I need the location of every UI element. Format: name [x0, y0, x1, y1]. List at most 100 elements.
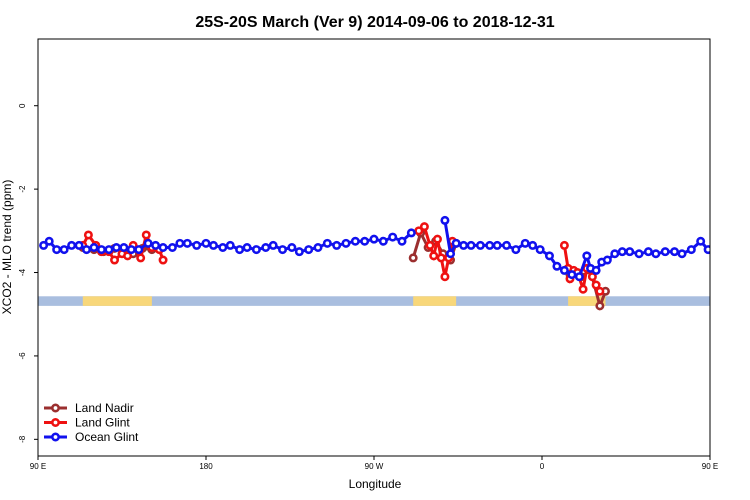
data-point — [419, 222, 429, 232]
data-point — [582, 251, 592, 261]
data-point — [225, 240, 235, 250]
data-point — [686, 245, 696, 255]
data-point — [313, 243, 323, 253]
data-point — [602, 255, 612, 265]
data-point — [52, 245, 62, 255]
data-point — [341, 238, 351, 248]
data-point — [651, 249, 661, 259]
data-point — [388, 232, 398, 242]
data-point — [429, 251, 439, 261]
data-point — [158, 243, 168, 253]
x-axis-ticks: 90 E 180 90 W 0 90 E — [30, 456, 718, 471]
land-strip-segment — [732, 296, 750, 306]
data-point — [451, 238, 461, 248]
data-point — [595, 286, 605, 296]
data-point — [378, 236, 388, 246]
data-point — [235, 245, 245, 255]
land-strip-segment — [568, 296, 606, 306]
data-point — [432, 234, 442, 244]
data-point — [350, 236, 360, 246]
data-point — [559, 265, 569, 275]
data-point — [746, 244, 750, 250]
data-point — [242, 243, 252, 253]
data-point — [520, 238, 530, 248]
data-point — [677, 249, 687, 259]
data-point — [294, 247, 304, 257]
data-point — [369, 234, 379, 244]
series-line — [734, 248, 750, 256]
land-ocean-strip — [38, 296, 750, 306]
data-point — [134, 245, 144, 255]
data-point — [119, 243, 129, 253]
y-tick-label: -6 — [18, 352, 27, 360]
legend-label: Land Glint — [75, 416, 130, 430]
data-point — [727, 246, 733, 252]
data-point — [143, 238, 153, 248]
legend-item: Ocean Glint — [44, 430, 139, 444]
data-point — [268, 240, 278, 250]
data-point — [578, 284, 588, 294]
data-point — [574, 272, 584, 282]
chart-title: 25S-20S March (Ver 9) 2014-09-06 to 2018… — [195, 14, 554, 31]
data-point — [528, 240, 538, 250]
data-point — [485, 240, 495, 250]
data-point — [425, 240, 435, 250]
series-line — [734, 235, 750, 260]
data-point — [591, 280, 601, 290]
data-point — [151, 240, 161, 250]
y-axis-ticks: 0 -2 -4 -6 -8 — [18, 103, 38, 443]
data-point — [141, 230, 151, 240]
data-point — [552, 261, 562, 271]
data-point — [587, 272, 597, 282]
data-point — [670, 247, 680, 257]
data-point — [502, 240, 512, 250]
data-point — [287, 243, 297, 253]
data-point — [696, 236, 706, 246]
data-point — [158, 255, 168, 265]
x-tick-label: 90 E — [30, 462, 46, 471]
y-tick-label: 0 — [18, 103, 27, 108]
data-point — [591, 265, 601, 275]
y-axis-label: XCO2 - MLO trend (ppm) — [0, 180, 14, 315]
data-point — [175, 238, 185, 248]
ocean-strip — [38, 296, 710, 306]
data-point — [511, 245, 521, 255]
data-point — [731, 244, 737, 250]
data-point — [414, 226, 424, 236]
x-tick-label: 90 E — [702, 462, 718, 471]
legend-marker — [50, 417, 60, 427]
data-point — [261, 243, 271, 253]
data-point — [440, 215, 450, 225]
data-point — [126, 245, 136, 255]
data-point — [167, 243, 177, 253]
data-point — [459, 240, 469, 250]
data-point — [182, 238, 192, 248]
data-point — [322, 238, 332, 248]
data-point — [74, 240, 84, 250]
data-point — [96, 245, 106, 255]
data-point — [610, 249, 620, 259]
data-point — [492, 240, 502, 250]
data-point — [111, 243, 121, 253]
data-point — [89, 243, 99, 253]
data-point — [440, 272, 450, 282]
data-point — [278, 245, 288, 255]
series-ocean-glint — [39, 215, 750, 282]
legend-item: Land Nadir — [44, 401, 134, 415]
legend-marker — [50, 432, 60, 442]
data-point — [617, 247, 627, 257]
data-point — [83, 230, 93, 240]
y-tick-label: -2 — [18, 185, 27, 193]
data-point — [39, 240, 49, 250]
data-point — [104, 245, 114, 255]
x-axis-label: Longitude — [349, 477, 402, 491]
x-tick-label: 90 W — [365, 462, 384, 471]
legend-marker — [50, 403, 60, 413]
data-point — [218, 243, 228, 253]
data-point — [559, 240, 569, 250]
data-point — [737, 242, 743, 248]
data-point — [192, 240, 202, 250]
legend-label: Ocean Glint — [75, 430, 139, 444]
data-point — [44, 236, 54, 246]
